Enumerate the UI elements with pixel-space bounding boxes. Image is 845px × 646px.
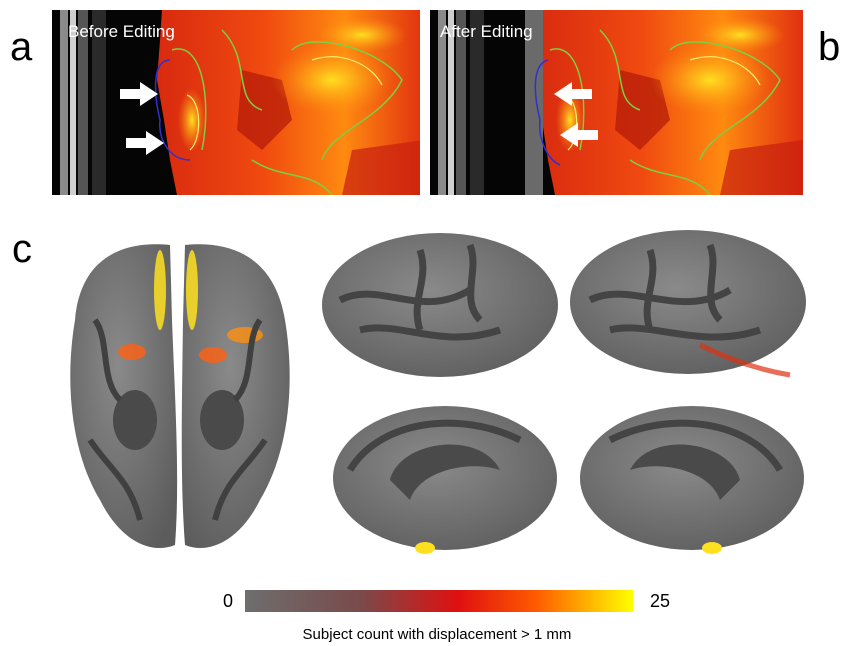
colorbar-max: 25 <box>650 591 670 611</box>
panel-label: b <box>818 25 840 69</box>
arrows <box>120 82 164 155</box>
arrows <box>554 82 598 147</box>
colorbar-label: Subject count with displacement > 1 mm <box>303 626 572 643</box>
mri-after <box>430 10 803 195</box>
brain-lateral-left <box>322 233 558 377</box>
panel-title: Before Editing <box>68 22 175 41</box>
panel-title: After Editing <box>440 22 533 41</box>
brain-medial-left <box>333 406 557 554</box>
mri-before <box>52 10 420 195</box>
panel-label: a <box>10 25 33 69</box>
colorbar-min: 0 <box>223 591 233 611</box>
brain-medial-right <box>580 406 804 554</box>
brain-ventral <box>70 244 290 549</box>
panel-label: c <box>12 227 32 271</box>
colorbar <box>245 590 633 612</box>
brain-lateral-right <box>570 230 806 378</box>
